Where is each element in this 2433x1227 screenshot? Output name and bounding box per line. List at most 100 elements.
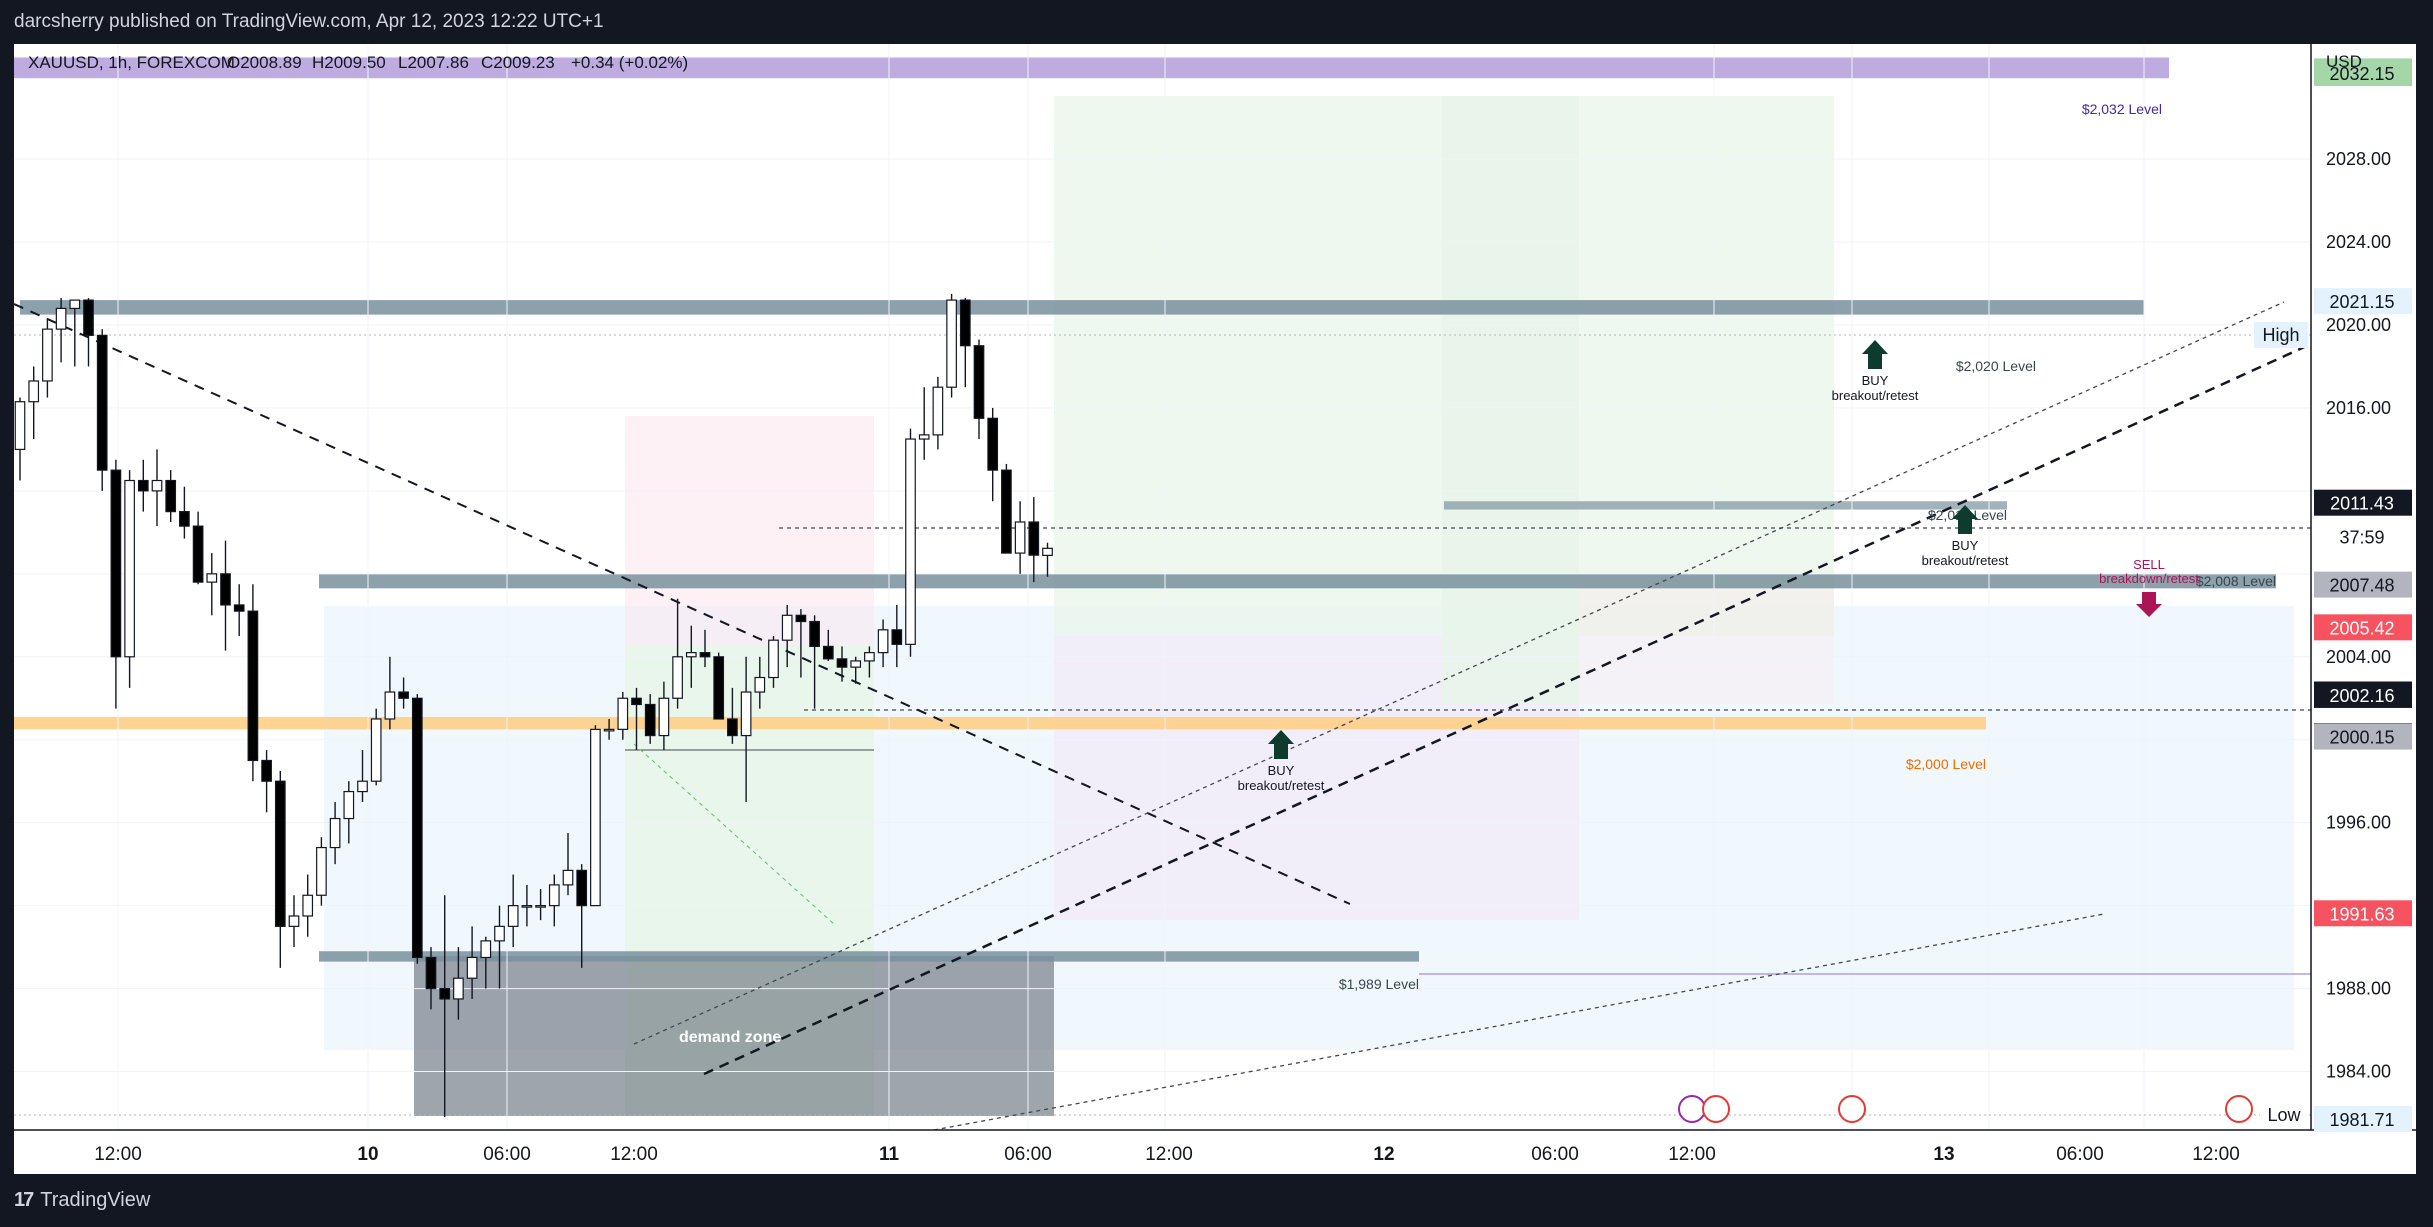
candle[interactable] (206, 553, 218, 616)
candle[interactable] (1042, 542, 1053, 577)
candle[interactable] (28, 366, 40, 440)
us-flag-icon[interactable] (1702, 1095, 1730, 1123)
candle[interactable] (439, 895, 451, 1118)
candle[interactable] (329, 801, 341, 865)
level-zone (319, 951, 1419, 962)
chart-svg[interactable]: $2,032 Level$2,020 Level$2,011 Level$2,0… (13, 44, 2416, 1174)
candle[interactable] (316, 837, 327, 906)
candle[interactable] (425, 947, 437, 1010)
candle[interactable] (151, 449, 163, 527)
candle[interactable] (727, 687, 738, 744)
candle[interactable] (466, 926, 478, 999)
candle[interactable] (83, 298, 94, 367)
candle[interactable] (590, 725, 601, 907)
candle[interactable] (69, 299, 81, 367)
candle[interactable] (987, 407, 999, 502)
candle[interactable] (288, 895, 300, 948)
projection-line (633, 743, 835, 925)
candle[interactable] (617, 692, 629, 740)
candle[interactable] (781, 604, 793, 668)
price-axis[interactable] (2311, 44, 2416, 1174)
candle[interactable] (603, 718, 615, 740)
candle[interactable] (795, 609, 807, 678)
candle[interactable] (548, 874, 560, 927)
candle[interactable] (672, 598, 683, 709)
candle[interactable] (220, 540, 231, 651)
candle-body (466, 956, 478, 979)
candle[interactable] (535, 889, 546, 921)
candle[interactable] (905, 428, 916, 657)
candle[interactable] (699, 629, 711, 668)
candle[interactable] (480, 936, 492, 989)
candle[interactable] (453, 947, 464, 1020)
footer-brand[interactable]: TradingView (40, 1189, 151, 1211)
candle-body (316, 846, 327, 896)
candle[interactable] (932, 376, 944, 450)
candle[interactable] (370, 708, 382, 786)
candle[interactable] (192, 511, 204, 585)
candle[interactable] (521, 884, 533, 927)
candle[interactable] (233, 584, 245, 637)
candle[interactable] (740, 656, 752, 802)
candle[interactable] (42, 318, 53, 398)
candle[interactable] (507, 874, 519, 948)
candle[interactable] (1014, 501, 1026, 574)
candle[interactable] (877, 619, 889, 668)
candle[interactable] (1001, 463, 1012, 554)
candle[interactable] (110, 459, 122, 709)
candle[interactable] (973, 339, 985, 440)
candle[interactable] (864, 646, 875, 678)
chart-pane[interactable]: $2,032 Level $2,020 Level $2,011 Level $2,0… (13, 44, 2416, 1174)
candle[interactable] (959, 298, 971, 388)
candle[interactable] (1028, 497, 1040, 583)
candle[interactable] (713, 652, 725, 720)
buy-arrow-icon (1268, 730, 1294, 759)
candle[interactable] (247, 584, 259, 782)
candle[interactable] (562, 833, 574, 896)
candle[interactable] (836, 646, 848, 682)
candle[interactable] (918, 387, 930, 460)
candle[interactable] (179, 486, 190, 539)
candle[interactable] (644, 694, 656, 744)
us-flag-icon[interactable] (1838, 1095, 1866, 1123)
level-label: $2,020 Level (1956, 358, 2036, 374)
candle[interactable] (946, 293, 957, 398)
candle-body (110, 469, 122, 658)
candle[interactable] (850, 656, 862, 684)
candle-body (1042, 547, 1053, 556)
candle[interactable] (274, 770, 286, 968)
candle[interactable] (343, 781, 355, 844)
candle-body (288, 915, 300, 927)
candle[interactable] (124, 470, 135, 688)
candle[interactable] (685, 625, 697, 688)
candle[interactable] (494, 905, 505, 989)
candle[interactable] (631, 687, 642, 751)
candle-body (494, 925, 505, 942)
candle[interactable] (165, 470, 177, 522)
candle[interactable] (411, 694, 423, 964)
candle[interactable] (261, 750, 272, 813)
candle[interactable] (384, 656, 396, 730)
price-label-text: 2032.15 (2329, 64, 2394, 84)
candle[interactable] (137, 459, 149, 512)
candle[interactable] (809, 615, 820, 709)
candle[interactable] (398, 677, 409, 709)
candle[interactable] (302, 874, 314, 937)
candle[interactable] (658, 681, 670, 751)
legend-close: C2009.23 (481, 53, 555, 72)
candle[interactable] (891, 604, 903, 668)
candle[interactable] (96, 329, 108, 491)
us-flag-icon[interactable] (2225, 1095, 2253, 1123)
candle[interactable] (754, 656, 766, 709)
candle[interactable] (357, 750, 368, 802)
tradingview-logo-icon[interactable]: 17 (14, 1189, 34, 1211)
candle[interactable] (822, 629, 834, 661)
candle[interactable] (576, 864, 588, 968)
price-label-text: 2021.15 (2329, 292, 2394, 312)
flash-event-icon[interactable] (1678, 1095, 1706, 1123)
candle[interactable] (55, 298, 67, 363)
candle[interactable] (14, 397, 26, 481)
candle[interactable] (768, 636, 779, 688)
price-label-text: 2005.42 (2329, 618, 2394, 638)
time-axis[interactable] (14, 1130, 2416, 1174)
